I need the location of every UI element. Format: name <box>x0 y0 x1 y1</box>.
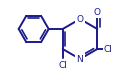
Text: Cl: Cl <box>58 61 67 70</box>
Text: Cl: Cl <box>104 44 113 54</box>
Text: N: N <box>77 55 83 63</box>
Text: O: O <box>94 8 101 17</box>
Text: O: O <box>76 15 83 23</box>
